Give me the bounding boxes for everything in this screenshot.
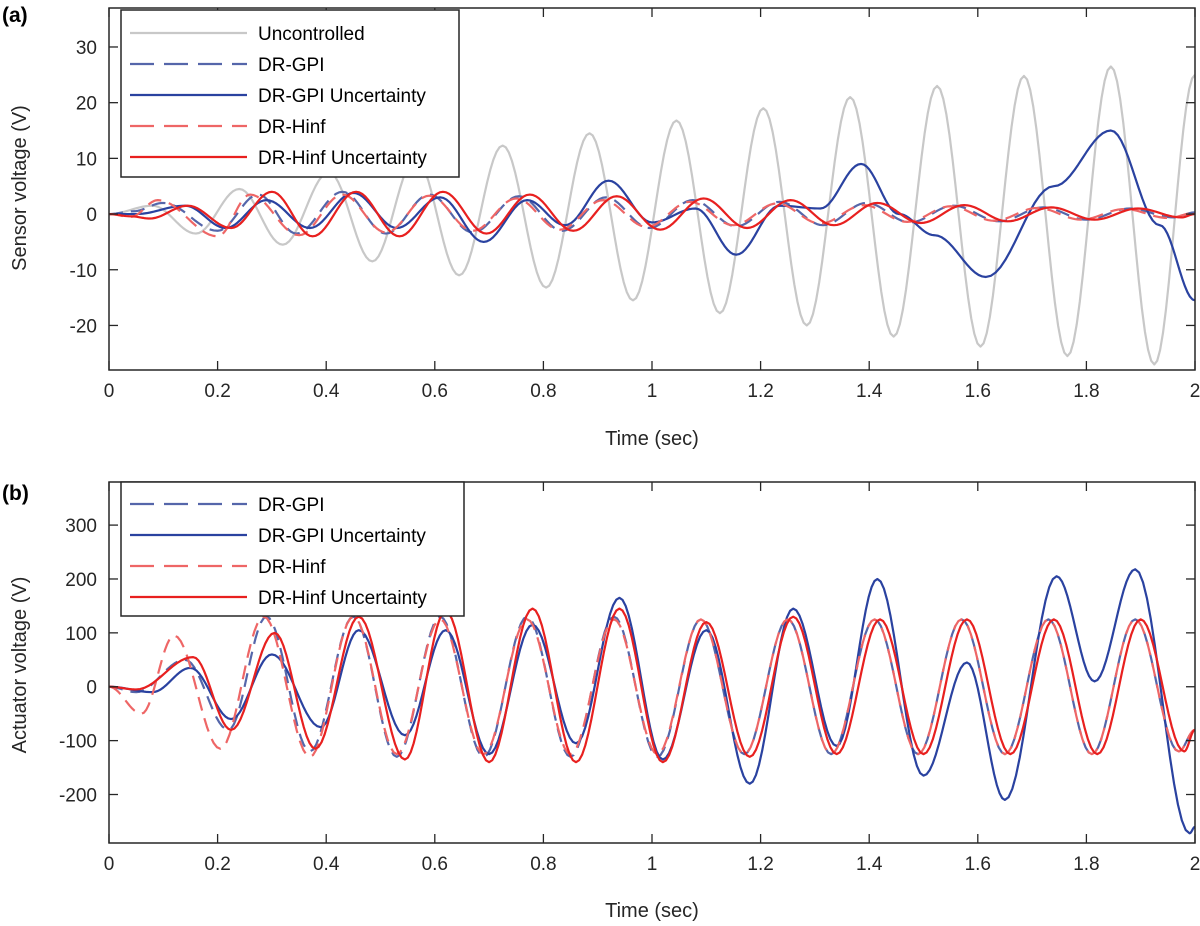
- panel-a-label: (a): [2, 4, 28, 27]
- series-line-dr-hinf: [109, 193, 1195, 238]
- x-tick-label: 1.6: [965, 854, 991, 875]
- series-line-dr-gpi: [109, 190, 1195, 235]
- y-tick-label: -200: [59, 786, 97, 807]
- legend-box: [120, 9, 460, 178]
- series-line-uncontrolled: [109, 65, 1195, 366]
- x-tick-label: 1.6: [965, 381, 991, 402]
- panel-b-actuator-voltage: (b) 0 0.2 0.4 0.6 0.8 1 1.2 1.4 1.6 1.8 2-200-1000…: [2, 481, 1200, 922]
- panel-b-label: (b): [2, 482, 29, 505]
- y-tick-label: 10: [76, 149, 97, 170]
- x-tick-label: 0: [104, 854, 115, 875]
- legend-label-dr-hinf: DR-Hinf: [258, 557, 326, 578]
- x-tick-label: 1: [647, 381, 658, 402]
- y-tick-label: 20: [76, 94, 97, 115]
- x-tick-label: 1.4: [856, 381, 883, 402]
- x-tick-label: 1.4: [856, 854, 883, 875]
- legend-label-dr-gpi: DR-GPI: [258, 55, 325, 76]
- series-line-dr-hinf-uncertainty: [109, 190, 1195, 238]
- y-tick-label: 100: [65, 624, 97, 645]
- x-tick-label: 0.8: [530, 854, 556, 875]
- y-tick-label: 30: [76, 38, 97, 59]
- y-tick-label: -10: [70, 261, 97, 282]
- legend-label-dr-hinf-uncertainty: DR-Hinf Uncertainty: [258, 588, 427, 609]
- panel-a-xlabel: Time (sec): [605, 428, 699, 450]
- x-tick-label: 1.8: [1073, 854, 1099, 875]
- x-tick-label: 1.8: [1073, 381, 1099, 402]
- y-tick-label: -20: [70, 316, 97, 337]
- panel-b-xlabel: Time (sec): [605, 900, 699, 922]
- x-tick-label: 0.4: [313, 854, 340, 875]
- legend-label-dr-gpi-uncertainty: DR-GPI Uncertainty: [258, 86, 426, 107]
- legend-label-dr-hinf: DR-Hinf: [258, 117, 326, 138]
- panel-b-series-lines: [109, 568, 1195, 835]
- y-tick-label: -100: [59, 732, 97, 753]
- x-tick-label: 0.6: [422, 854, 448, 875]
- panel-a-series-lines: [109, 65, 1195, 366]
- legend-label-dr-gpi: DR-GPI: [258, 495, 325, 516]
- y-tick-label: 0: [86, 205, 97, 226]
- series-line-dr-gpi-uncertainty: [109, 568, 1195, 835]
- panel-a-sensor-voltage: (a) 0 0.2 0.4 0.6 0.8 1 1.2 1.4 1.6 1.8 2 -20 -10 0 10…: [2, 4, 1200, 450]
- series-line-dr-hinf-uncertainty: [109, 607, 1195, 764]
- x-tick-label: 0: [104, 381, 115, 402]
- x-tick-label: 0.2: [204, 854, 230, 875]
- panel-b-ylabel: Actuator voltage (V): [9, 577, 31, 754]
- legend-label-dr-hinf-uncertainty: DR-Hinf Uncertainty: [258, 148, 427, 169]
- x-tick-label: 0.4: [313, 381, 340, 402]
- x-tick-label: 2: [1190, 381, 1200, 402]
- panel-a-ylabel: Sensor voltage (V): [9, 105, 31, 271]
- y-tick-label: 300: [65, 516, 97, 537]
- x-tick-label: 1.2: [747, 854, 773, 875]
- panel-a-plot-area: 0 0.2 0.4 0.6 0.8 1 1.2 1.4 1.6 1.8 2 -20 -10 0 10 20 30: [70, 7, 1200, 402]
- legend-label-uncontrolled: Uncontrolled: [258, 24, 365, 45]
- panel-b-plot-area: 0 0.2 0.4 0.6 0.8 1 1.2 1.4 1.6 1.8 2 -200 -100 0 100 2…: [59, 481, 1200, 875]
- panel-a-legend: Uncontrolled DR-GPI DR-GPI Uncertainty DR-H…: [120, 9, 460, 178]
- x-tick-label: 2: [1190, 854, 1200, 875]
- panel-b-legend: DR-GPI DR-GPI Uncertainty DR-Hinf DR-Hinf U…: [120, 481, 465, 617]
- legend-label-dr-gpi-uncertainty: DR-GPI Uncertainty: [258, 526, 426, 547]
- x-tick-label: 0.8: [530, 381, 556, 402]
- x-tick-label: 1: [647, 854, 658, 875]
- x-tick-label: 1.2: [747, 381, 773, 402]
- series-line-dr-gpi-uncertainty: [109, 129, 1195, 302]
- y-tick-label: 0: [86, 678, 97, 699]
- y-tick-label: 200: [65, 570, 97, 591]
- x-tick-label: 0.2: [204, 381, 230, 402]
- x-tick-label: 0.6: [422, 381, 448, 402]
